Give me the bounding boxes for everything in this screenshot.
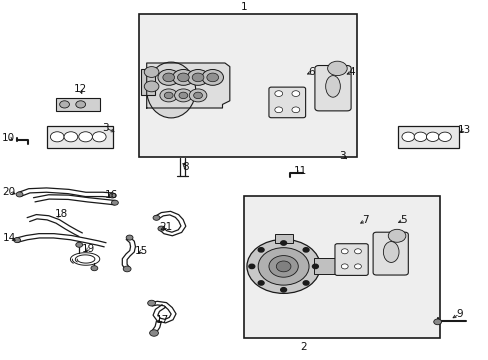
Bar xyxy=(139,14,356,157)
Circle shape xyxy=(341,264,347,269)
Text: 9: 9 xyxy=(455,309,462,319)
FancyBboxPatch shape xyxy=(314,66,350,111)
Text: 3: 3 xyxy=(338,150,345,161)
Circle shape xyxy=(438,132,450,141)
Text: 8: 8 xyxy=(182,162,189,172)
Text: 5: 5 xyxy=(399,215,406,225)
Text: 4: 4 xyxy=(348,67,355,77)
Polygon shape xyxy=(146,63,229,108)
Circle shape xyxy=(16,192,23,197)
Text: 13: 13 xyxy=(457,125,470,135)
Circle shape xyxy=(50,132,64,142)
Circle shape xyxy=(258,281,264,285)
Circle shape xyxy=(111,200,118,205)
Ellipse shape xyxy=(383,242,398,262)
Circle shape xyxy=(192,73,203,82)
Circle shape xyxy=(246,239,320,293)
Circle shape xyxy=(248,264,254,269)
Circle shape xyxy=(387,229,405,242)
FancyBboxPatch shape xyxy=(372,232,407,275)
Bar xyxy=(47,126,113,148)
Text: 12: 12 xyxy=(73,84,87,94)
Text: 10: 10 xyxy=(2,132,15,143)
Circle shape xyxy=(160,89,177,102)
Circle shape xyxy=(147,300,155,306)
Circle shape xyxy=(76,242,82,247)
Circle shape xyxy=(280,241,286,245)
Circle shape xyxy=(158,226,164,231)
Circle shape xyxy=(177,73,189,82)
Circle shape xyxy=(276,261,290,272)
Circle shape xyxy=(193,92,202,99)
Text: 2: 2 xyxy=(299,342,306,352)
Circle shape xyxy=(291,107,299,113)
Circle shape xyxy=(76,101,85,108)
Bar xyxy=(244,196,439,338)
Circle shape xyxy=(158,69,179,85)
Circle shape xyxy=(126,235,133,240)
Text: 14: 14 xyxy=(3,233,17,243)
Circle shape xyxy=(144,67,159,77)
Circle shape xyxy=(91,266,98,271)
Text: 1: 1 xyxy=(241,2,247,12)
Circle shape xyxy=(163,73,174,82)
Circle shape xyxy=(274,91,282,96)
Circle shape xyxy=(189,89,206,102)
Text: 7: 7 xyxy=(362,215,368,225)
Circle shape xyxy=(174,89,192,102)
Circle shape xyxy=(268,256,298,277)
Circle shape xyxy=(172,69,194,85)
Circle shape xyxy=(153,215,160,220)
Bar xyxy=(314,258,336,274)
Circle shape xyxy=(280,288,286,292)
Circle shape xyxy=(109,193,116,198)
Bar xyxy=(56,98,100,111)
Circle shape xyxy=(413,132,426,141)
Circle shape xyxy=(79,132,92,142)
Circle shape xyxy=(258,248,264,252)
Ellipse shape xyxy=(146,62,195,118)
Circle shape xyxy=(206,73,218,82)
Circle shape xyxy=(202,69,223,85)
Circle shape xyxy=(164,92,173,99)
Circle shape xyxy=(14,238,20,243)
Circle shape xyxy=(433,319,441,325)
Circle shape xyxy=(291,91,299,96)
Bar xyxy=(397,126,458,148)
Circle shape xyxy=(303,248,308,252)
Circle shape xyxy=(341,249,347,254)
Circle shape xyxy=(179,92,187,99)
Circle shape xyxy=(426,132,438,141)
Circle shape xyxy=(60,101,69,108)
Bar xyxy=(141,69,154,95)
Text: 3: 3 xyxy=(102,123,108,133)
Text: 19: 19 xyxy=(81,244,95,254)
Circle shape xyxy=(258,248,308,285)
Text: 20: 20 xyxy=(2,186,15,197)
Text: 17: 17 xyxy=(155,315,169,325)
Ellipse shape xyxy=(325,76,340,97)
Circle shape xyxy=(327,61,346,76)
Circle shape xyxy=(144,81,159,92)
Text: 16: 16 xyxy=(104,190,118,200)
Circle shape xyxy=(187,69,208,85)
Text: 18: 18 xyxy=(54,209,68,219)
Bar xyxy=(274,234,293,243)
FancyBboxPatch shape xyxy=(334,244,367,275)
Circle shape xyxy=(274,107,282,113)
Circle shape xyxy=(303,281,308,285)
Circle shape xyxy=(354,249,361,254)
Circle shape xyxy=(123,266,131,272)
Circle shape xyxy=(92,132,106,142)
Circle shape xyxy=(312,264,318,269)
Circle shape xyxy=(354,264,361,269)
FancyBboxPatch shape xyxy=(268,87,305,118)
Text: 21: 21 xyxy=(159,222,173,232)
Text: 15: 15 xyxy=(135,246,148,256)
Text: 6: 6 xyxy=(308,67,315,77)
Circle shape xyxy=(149,330,158,336)
Circle shape xyxy=(64,132,78,142)
Text: 11: 11 xyxy=(293,166,307,176)
Circle shape xyxy=(401,132,414,141)
